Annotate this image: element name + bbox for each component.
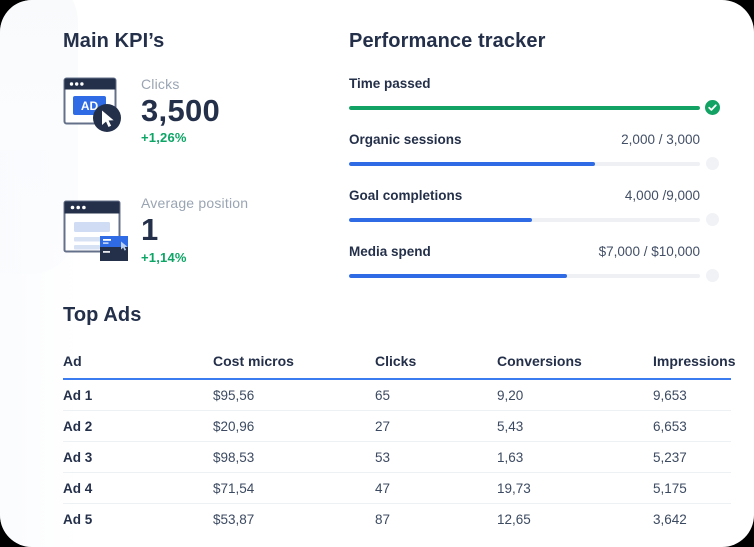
tracker-row-value: $7,000 / $10,000: [598, 244, 700, 259]
column-header-ad: Ad: [63, 347, 213, 380]
column-header-cost-micros: Cost micros: [213, 347, 375, 380]
pending-circle-icon: [705, 156, 720, 171]
table-row: Ad 2 $20,96 27 5,43 6,653: [63, 410, 731, 442]
kpi-clicks-text: Clicks 3,500 +1,26%: [141, 74, 220, 145]
top-ads-title: Top Ads: [63, 304, 142, 326]
cell-impressions: 3,642: [653, 511, 687, 527]
kpi-average-position: Average position 1 +1,14%: [63, 193, 349, 272]
check-circle-icon: [705, 100, 720, 115]
column-header-clicks: Clicks: [375, 347, 497, 380]
performance-tracker-title: Performance tracker: [349, 30, 546, 52]
cell-conversions: 12,65: [497, 511, 531, 527]
cell-clicks: 65: [375, 379, 497, 411]
column-header-conversions: Conversions: [497, 347, 653, 380]
kpi-clicks: AD Clicks 3,500 +1,26%: [63, 74, 349, 145]
kpi-value: 3,500: [141, 93, 221, 128]
progress-track: [349, 161, 700, 166]
pending-circle-icon: [705, 268, 720, 283]
progress-fill: [349, 161, 595, 166]
cell-conversions: 1,63: [497, 441, 653, 473]
performance-tracker-section: Performance tracker Time passed: [349, 30, 731, 288]
cell-conversions: 19,73: [497, 472, 653, 504]
ad-click-icon: AD: [63, 74, 131, 139]
kpi-label: Average position: [141, 195, 249, 212]
cell-clicks: 87: [375, 511, 391, 527]
cell-conversions: 5,43: [497, 410, 653, 442]
cell-impressions: 6,653: [653, 410, 731, 442]
progress-fill: [349, 217, 532, 222]
progress-track: [349, 105, 700, 110]
cell-impressions: 9,653: [653, 379, 731, 411]
table-row: Ad 3 $98,53 53 1,63 5,237: [63, 441, 731, 473]
kpi-value: 1: [141, 212, 159, 248]
pending-circle-icon: [705, 212, 720, 227]
table-row: Ad 4 $71,54 47 19,73 5,175: [63, 472, 731, 504]
cell-ad-name: Ad 1: [63, 379, 213, 411]
progress-fill: [349, 105, 700, 110]
progress-fill: [349, 273, 567, 278]
cell-ad-name: Ad 2: [63, 410, 213, 442]
tracker-row-time-passed: Time passed: [349, 76, 720, 115]
cell-impressions: 5,237: [653, 441, 731, 473]
progress-track: [349, 273, 700, 278]
table-row: Ad 5 $53,87 87 12,65 3,642: [63, 504, 731, 535]
top-section: Main KPI’s AD: [63, 30, 731, 288]
svg-text:AD: AD: [81, 99, 99, 113]
cell-cost-micros: $95,56: [213, 379, 375, 411]
table-header-row: Ad Cost micros Clicks Conversions Impres…: [63, 347, 735, 380]
kpi-average-position-text: Average position 1 +1,14%: [141, 193, 248, 264]
tracker-row-label: Goal completions: [349, 188, 463, 203]
tracker-row-label: Organic sessions: [349, 132, 462, 147]
progress-track: [349, 217, 700, 222]
main-kpis-title: Main KPI’s: [63, 30, 165, 52]
top-ads-section: Top Ads Ad Cost micros Clicks Conversion…: [63, 304, 735, 535]
tracker-row-goal-completions: Goal completions 4,000 /9,000: [349, 188, 720, 227]
kpi-label: Clicks: [141, 76, 180, 92]
table-row: Ad 1 $95,56 65 9,20 9,653: [63, 379, 731, 411]
cell-ad-name: Ad 5: [63, 511, 93, 527]
tracker-row-value: 2,000 / 3,000: [621, 132, 700, 147]
cell-cost-micros: $71,54: [213, 472, 375, 504]
cell-cost-micros: $20,96: [213, 410, 375, 442]
tracker-row-value: 4,000 /9,000: [624, 188, 700, 203]
tracker-row-organic-sessions: Organic sessions 2,000 / 3,000: [349, 132, 720, 171]
main-kpis-section: Main KPI’s AD: [63, 30, 349, 288]
serp-preview-icon: [63, 193, 131, 272]
cell-clicks: 27: [375, 410, 497, 442]
cell-cost-micros: $53,87: [213, 511, 255, 527]
cell-clicks: 47: [375, 472, 497, 504]
cell-ad-name: Ad 3: [63, 441, 213, 473]
cell-clicks: 53: [375, 441, 497, 473]
cell-ad-name: Ad 4: [63, 472, 213, 504]
cell-cost-micros: $98,53: [213, 441, 375, 473]
tracker-row-label: Media spend: [349, 244, 431, 259]
tracker-row-label: Time passed: [349, 76, 431, 91]
top-ads-table: Ad Cost micros Clicks Conversions Impres…: [63, 347, 735, 535]
cell-impressions: 5,175: [653, 472, 731, 504]
cell-conversions: 9,20: [497, 379, 653, 411]
kpi-change-badge: +1,14%: [141, 249, 187, 265]
kpi-change-badge: +1,26%: [141, 130, 187, 146]
column-header-impressions: Impressions: [653, 347, 735, 380]
tracker-row-media-spend: Media spend $7,000 / $10,000: [349, 244, 720, 283]
